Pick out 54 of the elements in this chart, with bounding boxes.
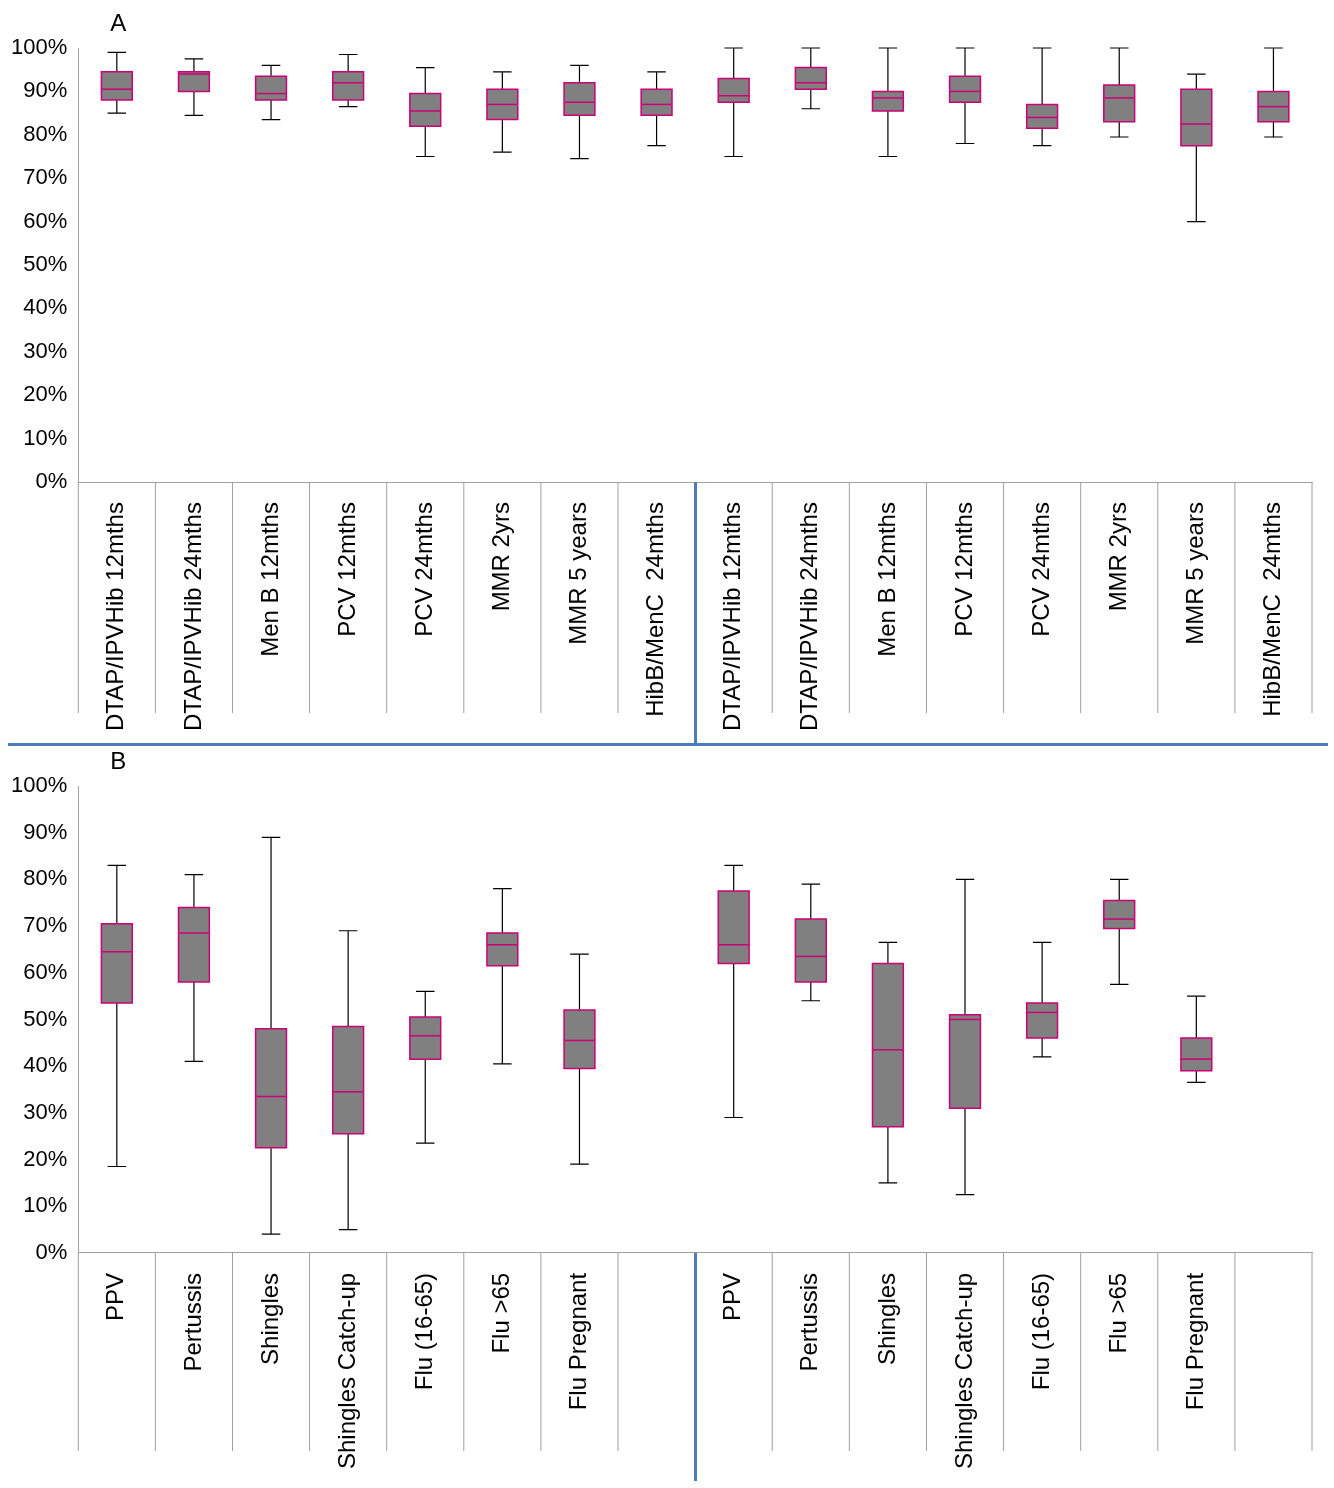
y-tick-label: 10% bbox=[23, 424, 68, 450]
y-tick-label: 80% bbox=[23, 120, 68, 146]
x-tick-label: DTAP/IPVHib 24mths bbox=[795, 502, 823, 732]
x-tick-label: DTAP/IPVHib 12mths bbox=[718, 502, 746, 732]
x-tick-label: DTAP/IPVHib 24mths bbox=[178, 502, 206, 732]
x-tick-label: PCV 12mths bbox=[949, 502, 977, 637]
x-tick-label: Shingles bbox=[255, 1272, 283, 1365]
x-tick-label: PCV 24mths bbox=[1026, 502, 1054, 637]
x-tick-label: Flu >65 bbox=[486, 1272, 514, 1354]
y-tick-label: 40% bbox=[23, 294, 68, 320]
y-tick-label: 80% bbox=[23, 865, 68, 891]
y-tick-label: 50% bbox=[23, 1005, 68, 1031]
y-tick-label: 70% bbox=[23, 164, 68, 190]
y-tick-label: 20% bbox=[23, 381, 68, 407]
y-tick-label: 30% bbox=[23, 1098, 68, 1124]
x-tick-label: Pertussis bbox=[178, 1272, 206, 1372]
y-tick-label: 90% bbox=[23, 77, 68, 103]
x-tick-label: Flu Pregnant bbox=[564, 1272, 592, 1411]
x-tick-label: Shingles Catch-up bbox=[332, 1272, 360, 1470]
y-tick-label: 70% bbox=[23, 912, 68, 938]
x-tick-label: PPV bbox=[718, 1272, 746, 1321]
x-tick-label: MMR 2yrs bbox=[1103, 502, 1131, 612]
y-tick-label: 0% bbox=[35, 1238, 68, 1264]
chart-title: A bbox=[110, 8, 127, 36]
x-tick-label: PCV 24mths bbox=[409, 502, 437, 637]
x-tick-label: Flu >65 bbox=[1103, 1272, 1131, 1354]
x-tick-label: PCV 12mths bbox=[332, 502, 360, 637]
x-tick-label: DTAP/IPVHib 12mths bbox=[101, 502, 129, 732]
y-tick-label: 20% bbox=[23, 1145, 68, 1171]
x-tick-label: Flu (16-65) bbox=[409, 1272, 437, 1391]
chart-title: B bbox=[110, 746, 127, 774]
y-tick-label: 60% bbox=[23, 958, 68, 984]
y-tick-label: 90% bbox=[23, 818, 68, 844]
y-tick-label: 0% bbox=[35, 468, 68, 494]
y-tick-label: 40% bbox=[23, 1052, 68, 1078]
x-tick-label: Men B 12mths bbox=[255, 502, 283, 657]
x-tick-label: Pertussis bbox=[795, 1272, 823, 1372]
y-tick-label: 60% bbox=[23, 207, 68, 233]
x-tick-label: MMR 5 years bbox=[564, 502, 592, 645]
x-tick-label: PPV bbox=[101, 1272, 129, 1321]
x-tick-label: Flu (16-65) bbox=[1026, 1272, 1054, 1391]
x-tick-label: Shingles Catch-up bbox=[949, 1272, 977, 1470]
y-tick-label: 100% bbox=[10, 34, 68, 60]
x-tick-label: MMR 2yrs bbox=[486, 502, 514, 612]
y-tick-label: 30% bbox=[23, 337, 68, 363]
x-tick-label: Men B 12mths bbox=[872, 502, 900, 657]
y-tick-label: 50% bbox=[23, 251, 68, 277]
y-tick-label: 100% bbox=[10, 772, 68, 798]
x-tick-label: HibB/MenC 24mths bbox=[641, 502, 669, 717]
x-tick-label: Flu Pregnant bbox=[1180, 1272, 1208, 1411]
x-tick-label: HibB/MenC 24mths bbox=[1258, 502, 1286, 717]
y-tick-label: 10% bbox=[23, 1192, 68, 1218]
x-tick-label: Shingles bbox=[872, 1272, 900, 1365]
x-tick-label: MMR 5 years bbox=[1180, 502, 1208, 645]
